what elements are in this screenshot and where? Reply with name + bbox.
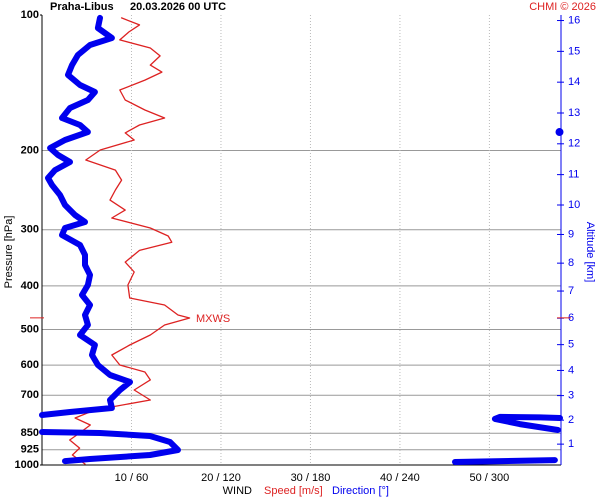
y2-tick-label: 16 — [568, 14, 580, 26]
y-tick-label: 700 — [21, 389, 39, 401]
x-tick-label: 30 / 180 — [291, 472, 331, 484]
y2-tick-label: 9 — [568, 228, 574, 240]
y-axis-label: Pressure [hPa] — [3, 216, 15, 289]
direction-line — [491, 413, 563, 433]
y-tick-label: 300 — [21, 224, 39, 236]
y2-tick-label: 14 — [568, 76, 580, 88]
y-tick-label: 925 — [21, 444, 39, 456]
y2-tick-label: 11 — [568, 169, 579, 181]
y2-tick-label: 3 — [568, 390, 574, 402]
y-tick-label: 100 — [21, 9, 39, 21]
chart-title: 20.03.2026 00 UTC — [130, 1, 226, 13]
legend-entry: Speed [m/s] — [264, 485, 323, 497]
direction-line — [39, 14, 133, 418]
x-axis-label: WIND — [223, 485, 252, 497]
y2-tick-label: 12 — [568, 138, 580, 150]
y2-tick-label: 4 — [568, 364, 574, 376]
y-tick-label: 850 — [21, 427, 39, 439]
direction-line — [452, 457, 558, 465]
legend-entry: Direction [°] — [332, 485, 389, 497]
y-tick-label: 400 — [21, 280, 39, 292]
y2-tick-label: 6 — [568, 312, 574, 324]
y2-tick-label: 1 — [568, 438, 574, 450]
y-tick-label: 200 — [21, 144, 39, 156]
y2-tick-label: 7 — [568, 285, 574, 297]
y2-axis-label: Altitude [km] — [584, 222, 596, 283]
x-tick-label: 10 / 60 — [115, 472, 149, 484]
x-tick-label: 40 / 240 — [380, 472, 420, 484]
y2-tick-label: 13 — [568, 107, 580, 119]
x-tick-label: 50 / 300 — [470, 472, 510, 484]
annotation: MXWS — [196, 313, 230, 325]
direction-line — [39, 429, 181, 465]
speed-line — [69, 17, 191, 465]
credit: CHMI © 2026 — [529, 1, 596, 13]
y2-tick-label: 2 — [568, 414, 574, 426]
x-tick-label: 20 / 120 — [201, 472, 241, 484]
y2-tick-label: 8 — [568, 257, 574, 269]
y2-tick-label: 10 — [568, 199, 580, 211]
y2-tick-label: 15 — [568, 45, 580, 57]
direction-point — [555, 128, 564, 137]
station-name: Praha-Libus — [50, 1, 114, 13]
y-tick-label: 600 — [21, 359, 39, 371]
y-tick-label: 1000 — [15, 459, 39, 471]
y2-tick-label: 5 — [568, 339, 574, 351]
y-tick-label: 500 — [21, 323, 39, 335]
